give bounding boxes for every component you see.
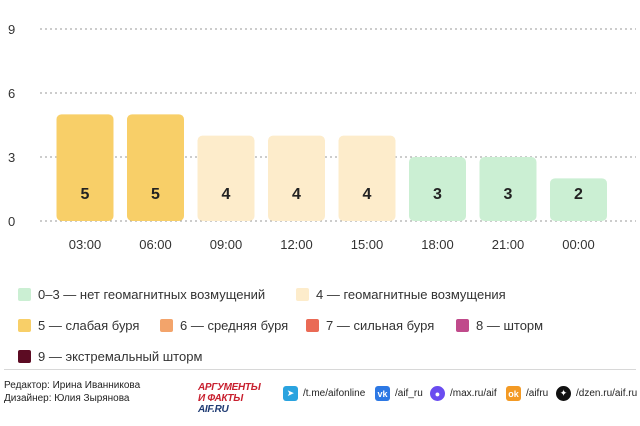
x-tick-label: 06:00 <box>139 237 172 252</box>
social-link-vk[interactable]: vk /aif_ru <box>375 386 423 401</box>
legend-swatch <box>18 350 31 363</box>
social-link-dzen[interactable]: ✦ /dzen.ru/aif.ru <box>556 386 637 401</box>
ok-icon: ok <box>506 386 521 401</box>
editor-credit: Редактор: Ирина Иванникова <box>4 380 141 391</box>
legend-label: 5 — слабая буря <box>38 318 140 333</box>
legend-item-strong-storm: 7 — сильная буря <box>306 318 456 333</box>
bar-value-label: 5 <box>151 186 160 203</box>
legend-swatch <box>456 319 469 332</box>
logo-text-part: И ФАКТЫ <box>198 393 243 404</box>
bar-labels: 5 5 4 4 4 3 3 2 <box>81 186 584 203</box>
legend-item-weak-storm: 5 — слабая буря <box>18 318 160 333</box>
legend-item-extreme-storm: 9 — экстремальный шторм <box>18 349 202 364</box>
legend-swatch <box>18 288 31 301</box>
x-axis-ticks: 03:00 06:00 09:00 12:00 15:00 18:00 21:00 00:00 <box>69 237 595 252</box>
designer-credit: Дизайнер: Юлия Зырянова <box>4 393 130 404</box>
logo-text-line2: И ФАКТЫ AIF.RU <box>198 393 272 415</box>
social-link-text: /dzen.ru/aif.ru <box>576 388 638 399</box>
max-icon: ● <box>430 386 445 401</box>
footer-divider <box>4 369 636 370</box>
logo-site: AIF.RU <box>198 404 229 415</box>
legend: 0–3 — нет геомагнитных возмущений 4 — ге… <box>18 279 628 372</box>
credits: Редактор: Ирина Иванникова Дизайнер: Юли… <box>4 379 140 405</box>
telegram-icon: ➤ <box>283 386 298 401</box>
bar <box>268 135 325 221</box>
legend-label: 0–3 — нет геомагнитных возмущений <box>38 287 266 302</box>
y-tick-label: 0 <box>8 214 15 229</box>
bar-value-label: 3 <box>433 186 442 203</box>
social-link-ok[interactable]: ok /aifru <box>506 386 548 401</box>
legend-label: 8 — шторм <box>476 318 544 333</box>
bar <box>197 135 255 221</box>
legend-swatch <box>18 319 31 332</box>
bar-value-label: 3 <box>504 186 513 203</box>
bar-value-label: 5 <box>81 186 90 203</box>
bar <box>127 114 184 221</box>
social-link-text: /t.me/aifonline <box>303 388 366 399</box>
social-link-max[interactable]: ● /max.ru/aif <box>430 386 497 401</box>
bar-value-label: 4 <box>292 186 301 203</box>
legend-swatch <box>296 288 309 301</box>
y-tick-label: 9 <box>8 22 15 37</box>
legend-label: 7 — сильная буря <box>326 318 435 333</box>
social-link-text: /aifru <box>526 388 549 399</box>
bar-value-label: 4 <box>363 186 372 203</box>
bar-chart: 0 3 6 9 5 5 4 4 4 3 3 2 03:00 06:00 09:00 12:00 15:00 1… <box>8 22 636 252</box>
x-tick-label: 18:00 <box>421 237 454 252</box>
legend-row-3: 9 — экстремальный шторм <box>18 341 628 372</box>
x-tick-label: 09:00 <box>210 237 243 252</box>
legend-item-moderate-storm: 6 — средняя буря <box>160 318 306 333</box>
bar <box>338 135 396 221</box>
x-tick-label: 03:00 <box>69 237 102 252</box>
bar <box>479 157 537 221</box>
x-tick-label: 15:00 <box>351 237 384 252</box>
logo-text-line1: АРГУМЕНТЫ <box>198 382 261 393</box>
legend-swatch <box>306 319 319 332</box>
legend-row-1: 0–3 — нет геомагнитных возмущений 4 — ге… <box>18 279 628 310</box>
aif-logo[interactable]: АРГУМЕНТЫ И ФАКТЫ AIF.RU <box>198 382 272 415</box>
legend-swatch <box>160 319 173 332</box>
dzen-icon: ✦ <box>556 386 571 401</box>
legend-label: 4 — геомагнитные возмущения <box>316 287 506 302</box>
y-tick-label: 6 <box>8 86 15 101</box>
social-link-text: /aif_ru <box>395 388 423 399</box>
vk-icon: vk <box>375 386 390 401</box>
legend-item-quiet: 0–3 — нет геомагнитных возмущений <box>18 287 296 302</box>
legend-label: 6 — средняя буря <box>180 318 289 333</box>
grid-lines <box>40 28 636 222</box>
bar <box>550 178 607 221</box>
bars <box>56 114 607 221</box>
bar-value-label: 4 <box>222 186 231 203</box>
bar <box>409 157 466 221</box>
social-link-telegram[interactable]: ➤ /t.me/aifonline <box>283 386 365 401</box>
legend-row-2: 5 — слабая буря 6 — средняя буря 7 — сил… <box>18 310 628 341</box>
x-tick-label: 12:00 <box>280 237 313 252</box>
legend-item-disturbed: 4 — геомагнитные возмущения <box>296 287 506 302</box>
x-tick-label: 21:00 <box>492 237 525 252</box>
bar-value-label: 2 <box>574 186 583 203</box>
y-axis-ticks: 0 3 6 9 <box>8 22 15 229</box>
social-link-text: /max.ru/aif <box>450 388 497 399</box>
x-tick-label: 00:00 <box>562 237 595 252</box>
legend-item-severe-storm: 8 — шторм <box>456 318 543 333</box>
y-tick-label: 3 <box>8 150 15 165</box>
bar <box>56 114 114 221</box>
legend-label: 9 — экстремальный шторм <box>38 349 203 364</box>
